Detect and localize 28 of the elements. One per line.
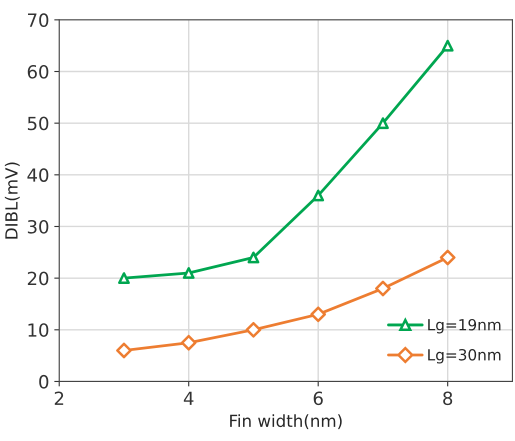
y-axis-title: DIBL(mV) [4,162,20,239]
y-tick-label: 60 [28,64,48,79]
point [312,190,324,202]
point [248,252,260,264]
point [310,306,326,322]
point [377,117,389,130]
point [182,267,195,279]
point [118,272,130,284]
y-tick-label: 40 [27,168,48,182]
x-axis-title: Fin width(nm) [230,414,342,430]
x-tick-label: 8 [443,392,452,406]
y-tick-label: 70 [28,13,48,27]
y-tick-label: 30 [28,220,48,234]
point [442,40,454,52]
x-tick-label: 6 [314,392,323,406]
y-tick-label: 0 [39,374,48,389]
legend-label: Lg=30nm [428,349,500,364]
point [116,342,132,358]
point [375,280,391,296]
x-tick-label: 4 [184,392,194,405]
y-tick-label: 10 [28,323,48,337]
point [440,250,456,266]
point [246,322,262,338]
point [180,334,197,351]
legend-label: Lg=19nm [428,318,500,334]
y-tick-label: 20 [28,272,48,286]
x-tick-label: 2 [54,392,64,405]
y-tick-label: 50 [28,116,48,130]
